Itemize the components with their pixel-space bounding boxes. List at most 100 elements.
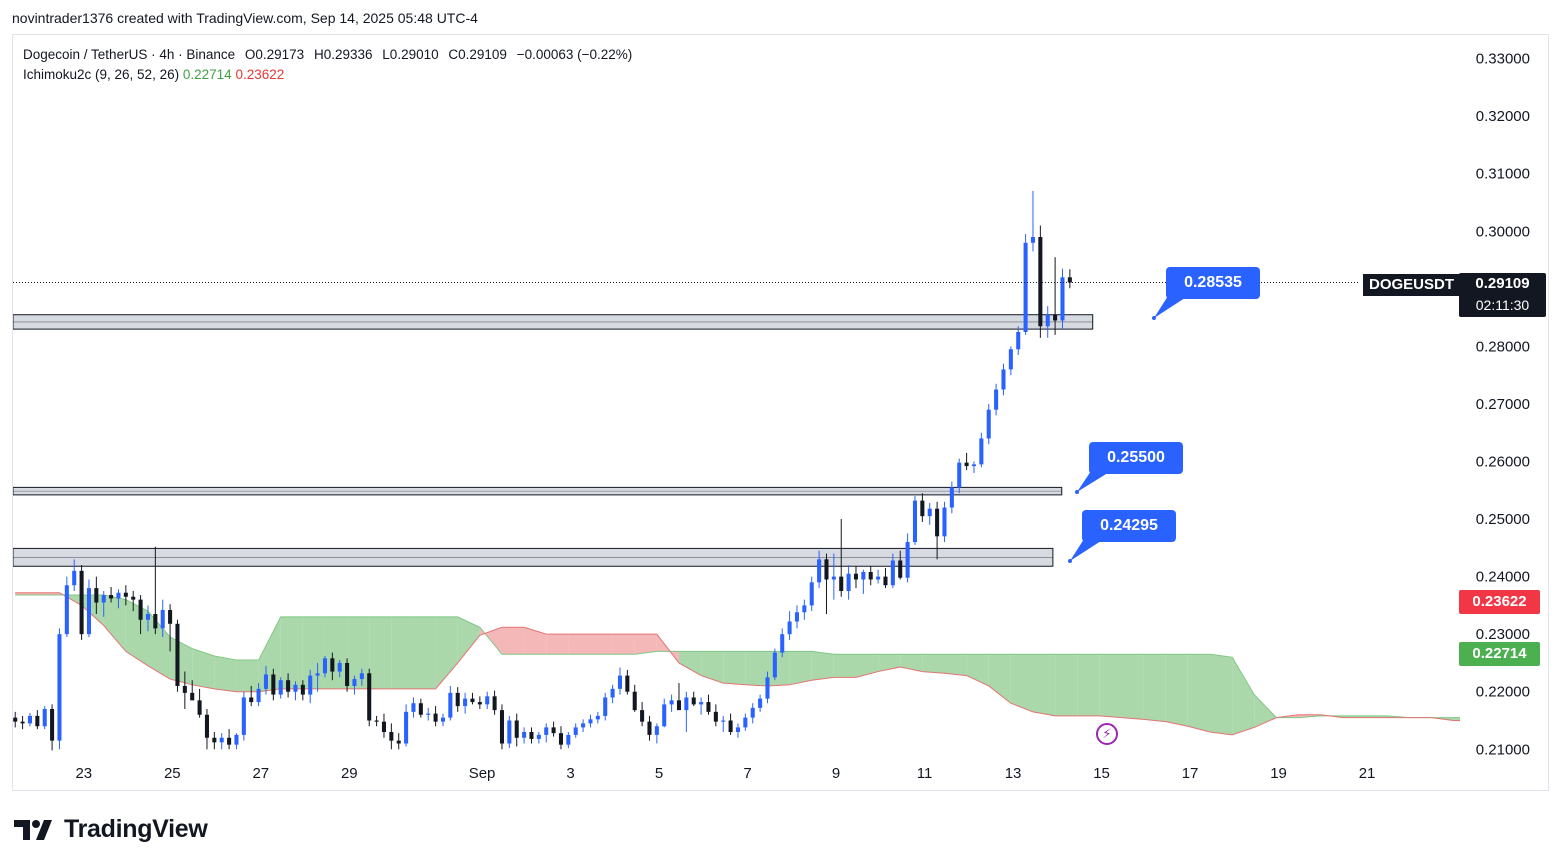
candle-body [286, 680, 291, 692]
cloud-segment [723, 651, 746, 685]
cloud-segment [922, 654, 945, 674]
candle [227, 729, 232, 750]
x-tick-label: 19 [1270, 765, 1287, 782]
candle-body [1030, 237, 1036, 243]
candle-body [706, 702, 711, 712]
candle [1030, 190, 1036, 252]
candle-body [522, 732, 527, 738]
candle-body [94, 588, 99, 603]
candle [898, 550, 903, 580]
candle-body [160, 609, 165, 629]
candle [890, 553, 895, 589]
candle [94, 576, 99, 615]
candle-body [964, 462, 969, 467]
low-value: L0.29010 [382, 47, 439, 62]
candle-body [315, 673, 320, 676]
candle [308, 669, 313, 704]
callout-label-3[interactable]: 0.24295 [1082, 510, 1176, 542]
candle-body [27, 715, 32, 724]
x-tick-label: 29 [341, 765, 358, 782]
candle-body [861, 572, 866, 580]
candle [455, 687, 460, 712]
candle [101, 590, 106, 617]
callout-anchor-1 [1152, 316, 1156, 320]
cloud-segment [391, 616, 414, 689]
candle-body [603, 697, 608, 716]
candle [212, 732, 217, 750]
callout-label-1[interactable]: 0.28535 [1166, 267, 1260, 299]
candle-body [433, 713, 438, 722]
cloud-segment [324, 616, 348, 689]
candle-body [927, 508, 932, 517]
candle [905, 533, 910, 583]
candle [522, 727, 527, 744]
candle [337, 660, 342, 678]
candle [411, 697, 416, 718]
candle [485, 691, 490, 709]
symbol-tag: DOGEUSDT [1363, 274, 1461, 296]
candle-body [699, 702, 704, 705]
candle [920, 493, 925, 522]
candle-body [971, 464, 977, 467]
candle [957, 458, 962, 494]
candle [610, 684, 615, 704]
candle [971, 461, 977, 474]
cloud-segment [1165, 654, 1188, 727]
candle [846, 565, 851, 600]
candle-body [662, 704, 667, 727]
candle [263, 665, 268, 695]
candle-body [308, 675, 313, 695]
callout-pointer-1 [1154, 296, 1188, 318]
candle-body [1023, 242, 1028, 332]
tradingview-logo[interactable]: TradingView [14, 815, 208, 844]
x-tick-label: 23 [75, 765, 92, 782]
candle [72, 559, 77, 591]
candle [632, 684, 637, 712]
cloud-segment [15, 592, 38, 596]
callout-label-2[interactable]: 0.25500 [1089, 442, 1183, 474]
candle [566, 732, 571, 749]
cloud-segment [1099, 654, 1122, 718]
candle-body [42, 708, 47, 727]
candle [499, 704, 504, 750]
ichimoku-cloud [15, 592, 1460, 736]
candle-body [1045, 314, 1050, 327]
cloud-segment [280, 616, 303, 689]
x-tick-label: 15 [1093, 765, 1110, 782]
candle [1016, 326, 1021, 356]
candle [1023, 234, 1028, 335]
candle-body [824, 559, 829, 580]
y-tick-label: 0.26000 [1476, 453, 1530, 470]
candle-body [890, 560, 895, 586]
candle-body [758, 698, 763, 708]
candle-body [728, 720, 733, 733]
candle [780, 628, 785, 658]
candle [935, 501, 940, 560]
lightning-icon[interactable]: ⚡ [1096, 723, 1118, 745]
candle [440, 713, 445, 727]
y-tick-label: 0.33000 [1476, 51, 1530, 68]
candle [367, 668, 372, 727]
candle-body [684, 697, 689, 711]
candle [322, 656, 327, 678]
cloud-segment [988, 654, 1011, 704]
cloud-segment [214, 656, 237, 692]
candle-body [337, 662, 342, 672]
cloud-segment [413, 616, 436, 689]
cloud-segment [590, 634, 613, 655]
candle-body [588, 719, 593, 724]
x-tick-label: 9 [832, 765, 840, 782]
callout-anchor-3 [1068, 559, 1072, 563]
candle-body [485, 696, 490, 705]
candle [529, 727, 534, 744]
candle-body [772, 652, 777, 678]
candle-body [817, 559, 822, 583]
candle-body [64, 585, 69, 635]
cloud-segment [1010, 654, 1033, 712]
candle-body [72, 570, 77, 586]
candle [743, 713, 748, 731]
candle-body [942, 507, 947, 537]
candle [1038, 225, 1043, 338]
candle-body [381, 721, 386, 733]
